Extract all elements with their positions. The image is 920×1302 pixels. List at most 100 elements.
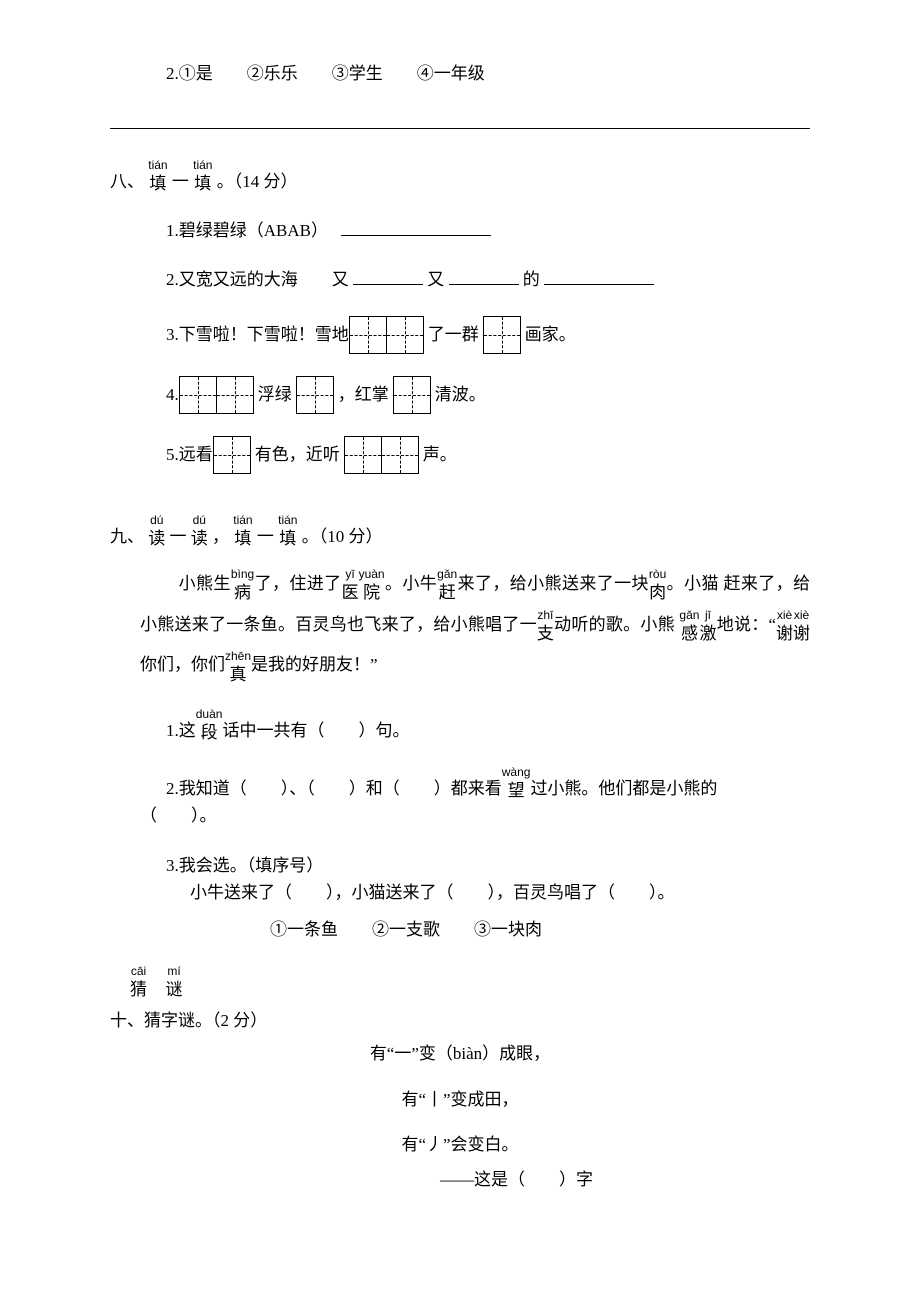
blank-fill[interactable] [341, 218, 491, 236]
text-yi: 一 [170, 527, 187, 546]
section-8-head: 八、 tián 填 一 tián 填 。（14 分） [110, 159, 810, 195]
blank-fill[interactable] [449, 267, 519, 285]
ruby-caimi-line: cāi猜 mí谜 [110, 965, 810, 1001]
section-8-tail: 。（14 分） [217, 172, 298, 191]
q8-i3: 3.下雪啦！下雪啦！雪地 了一群 画家。 [110, 316, 810, 354]
ruby-yuan: yuàn院 [359, 568, 385, 604]
q8-i3-c: 画家。 [525, 321, 576, 348]
section-9-head: 九、 dú 读 一 dú 读 ， tián 填 一 tián 填 。（10 分） [110, 514, 810, 550]
ruby-yi: yī医 [342, 568, 359, 604]
q8-i1: 1.碧绿碧绿（ABAB） [110, 217, 810, 244]
q8-i4-a: 4. [166, 381, 179, 408]
p2b: 动听的歌。小熊 [554, 615, 675, 634]
q9-i2-line2: （ ）。 [110, 802, 810, 829]
q9-i2-b: 过小熊。他们都是小熊的 [530, 779, 717, 798]
ruby-duan: duàn段 [196, 708, 223, 744]
riddle-ans-text: ——这是（ ）字 [440, 1170, 593, 1189]
riddle-answer-line: ——这是（ ）字 [110, 1166, 810, 1193]
text-yi2: 一 [257, 527, 274, 546]
riddle-l3-text: 有“丿”会变白。 [401, 1135, 518, 1154]
q8-i4-c: ，红掌 [338, 381, 389, 408]
ruby-zhi: zhī支 [537, 609, 554, 645]
section-9-num: 九、 [110, 527, 144, 546]
q8-i3-b: 了一群 [428, 321, 479, 348]
q8-i2: 2.又宽又远的大海 又 又 的 [110, 266, 810, 293]
q8-i3-a: 3.下雪啦！下雪啦！雪地 [166, 321, 349, 348]
q9-i3-a: 3.我会选。（填序号） [166, 856, 323, 875]
q7-item-2: 2.①是 ②乐乐 ③学生 ④一年级 [110, 60, 810, 87]
ruby-bing: bìng病 [231, 568, 254, 604]
q9-i3-b: 小牛送来了（ ），小猫送来了（ ），百灵鸟唱了（ ）。 [190, 883, 675, 902]
q9-i3-line2: 小牛送来了（ ），小猫送来了（ ），百灵鸟唱了（ ）。 [110, 879, 810, 906]
tianzi-grid-1[interactable] [296, 376, 334, 414]
ruby-wang: wàng望 [502, 766, 531, 802]
blank-fill[interactable] [544, 267, 654, 285]
q8-i4-b: 浮绿 [258, 381, 292, 408]
tianzi-grid-1[interactable] [393, 376, 431, 414]
q8-i4-d: 清波。 [435, 381, 486, 408]
section-10-head: 十、猜字谜。（2 分） [110, 1007, 810, 1034]
q8-i4: 4. 浮绿 ，红掌 清波。 [110, 376, 810, 414]
p1e: 。小猫 [666, 574, 719, 593]
q9-i3: 3.我会选。（填序号） [110, 852, 810, 879]
section-10-num: 十、 [110, 1011, 144, 1030]
section-10-txt: 猜字谜。（2 分） [144, 1011, 267, 1030]
p3a: 地说：“ [716, 615, 776, 634]
ruby-xie1: xiè谢 [776, 609, 793, 645]
q9-i2-a: 2.我知道（ ）、（ ）和（ ）都来看 [166, 779, 502, 798]
tianzi-grid-2[interactable] [344, 436, 419, 474]
ruby-du-2: dú 读 [191, 514, 208, 550]
ruby-gan2: gǎn感 [679, 609, 699, 645]
section-8-num: 八、 [110, 172, 144, 191]
head-yi: 一 [172, 172, 189, 191]
ruby-xie2: xiè谢 [793, 609, 810, 645]
tianzi-grid-1[interactable] [483, 316, 521, 354]
p1d: 来了，给小熊送来了一块 [457, 574, 649, 593]
q9-i3-c: ①一条鱼 ②一支歌 ③一块肉 [270, 920, 542, 939]
passage: 小熊生bìng病了，住进了yī医yuàn院。小牛gǎn赶来了，给小熊送来了一块r… [110, 564, 810, 686]
p3b: 你们，你们 [140, 655, 225, 674]
tianzi-grid-1[interactable] [213, 436, 251, 474]
ruby-zhen: zhēn真 [225, 650, 251, 686]
ruby-cai: cāi猜 [130, 965, 147, 1001]
separator-line [110, 127, 810, 129]
p3c: 是我的好朋友！” [251, 655, 378, 674]
ruby-tian-9: tián 填 [233, 514, 252, 550]
tianzi-grid-2[interactable] [349, 316, 424, 354]
q9-i3-line3: ①一条鱼 ②一支歌 ③一块肉 [110, 916, 810, 943]
q7-item-text: 2.①是 ②乐乐 ③学生 ④一年级 [166, 64, 485, 83]
q8-i2-b: 又 [427, 270, 444, 289]
q9-i1: 1.这duàn段话中一共有（ ）句。 [110, 708, 810, 744]
q8-i5-a: 5.远看 [166, 441, 213, 468]
p1c: 。小牛 [385, 574, 438, 593]
ruby-ji: jī激 [699, 609, 716, 645]
tianzi-grid-2[interactable] [179, 376, 254, 414]
text-comma: ， [212, 527, 229, 546]
riddle-l3: 有“丿”会变白。 [110, 1131, 810, 1158]
ruby-tian: tián 填 [148, 159, 167, 195]
section-9-tail: 。（10 分） [302, 527, 383, 546]
ruby-mi: mí谜 [166, 965, 183, 1001]
q8-i2-a: 2.又宽又远的大海 又 [166, 270, 349, 289]
ruby-du: dú 读 [148, 514, 165, 550]
ruby-gan: gǎn赶 [437, 568, 457, 604]
p1a: 小熊生 [179, 574, 231, 593]
riddle-l1-text: 有“一”变（biàn）成眼， [370, 1044, 550, 1063]
q8-i1-text: 1.碧绿碧绿（ABAB） [166, 221, 336, 240]
q8-i5: 5.远看 有色，近听 声。 [110, 436, 810, 474]
q8-i5-b: 有色，近听 [255, 441, 340, 468]
q9-i1-b: 话中一共有（ ）句。 [222, 721, 409, 740]
riddle-l1: 有“一”变（biàn）成眼， [110, 1040, 810, 1067]
ruby-tian-2: tián 填 [193, 159, 212, 195]
riddle-l2-text: 有“丨”变成田， [401, 1090, 518, 1109]
ruby-rou: ròu肉 [649, 568, 666, 604]
q8-i5-c: 声。 [423, 441, 457, 468]
q9-i2: 2.我知道（ ）、（ ）和（ ）都来看wàng望过小熊。他们都是小熊的 [110, 766, 810, 802]
p1b: 了，住进了 [254, 574, 341, 593]
ruby-tian-9b: tián 填 [278, 514, 297, 550]
blank-fill[interactable] [353, 267, 423, 285]
q9-i2-c: （ ）。 [140, 806, 217, 825]
q8-i2-c: 的 [523, 270, 540, 289]
q9-i1-a: 1.这 [166, 721, 196, 740]
riddle-l2: 有“丨”变成田， [110, 1086, 810, 1113]
